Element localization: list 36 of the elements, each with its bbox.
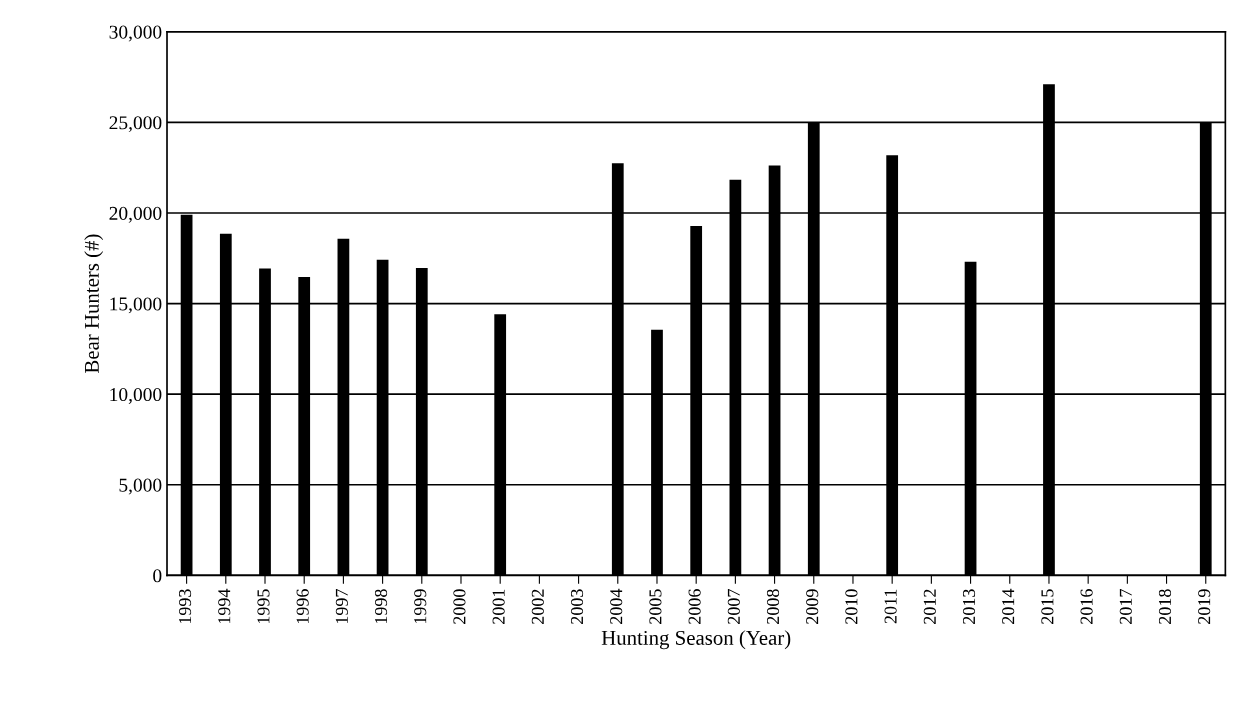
x-tick-label: 1995 [257, 589, 270, 624]
x-tick-label: 1999 [414, 589, 427, 624]
x-tick-label: 2008 [766, 589, 780, 624]
x-tick-label: 2005 [649, 589, 662, 624]
x-tick-label: 2016 [1080, 589, 1093, 624]
y-tick-label: 20,000 [109, 206, 162, 223]
x-tick-label: 2014 [1002, 588, 1015, 624]
x-tick-label: 1996 [296, 589, 309, 624]
x-tick-label: 2007 [727, 589, 740, 624]
x-tick-label: 2011 [884, 589, 897, 624]
x-tick-label: 2018 [1158, 589, 1172, 624]
x-tick-label: 1997 [335, 589, 348, 624]
x-tick-label: 2009 [806, 589, 819, 624]
x-tick-label: 2012 [923, 589, 936, 624]
y-tick-label: 0 [153, 569, 162, 583]
x-tick-label: 2017 [1119, 589, 1132, 624]
x-tick-label: 2003 [570, 589, 584, 624]
y-axis-title: Bear Hunters (#) [84, 234, 104, 373]
x-tick-label: 2015 [1041, 589, 1054, 624]
x-tick-label: 2004 [610, 588, 623, 624]
x-tick-label: 2006 [688, 589, 701, 624]
x-tick-label: 2000 [453, 589, 466, 624]
x-tick-label: 2010 [845, 589, 858, 624]
x-tick-label: 2013 [962, 589, 976, 624]
x-tick-label: 1994 [218, 588, 231, 624]
y-tick-label: 25,000 [109, 116, 162, 133]
y-tick-label: 10,000 [110, 388, 162, 404]
x-tick-label: 2001 [492, 589, 505, 624]
x-tick-label: 2002 [531, 589, 544, 624]
y-tick-label: 15,000 [110, 297, 162, 314]
y-tick-label: 5,000 [119, 478, 162, 495]
x-axis-title: Hunting Season (Year) [601, 630, 791, 650]
x-tick-label: 2019 [1198, 589, 1211, 624]
x-tick-label: 1998 [374, 589, 388, 624]
y-tick-label: 30,000 [109, 25, 162, 42]
x-tick-label: 1993 [178, 589, 192, 624]
